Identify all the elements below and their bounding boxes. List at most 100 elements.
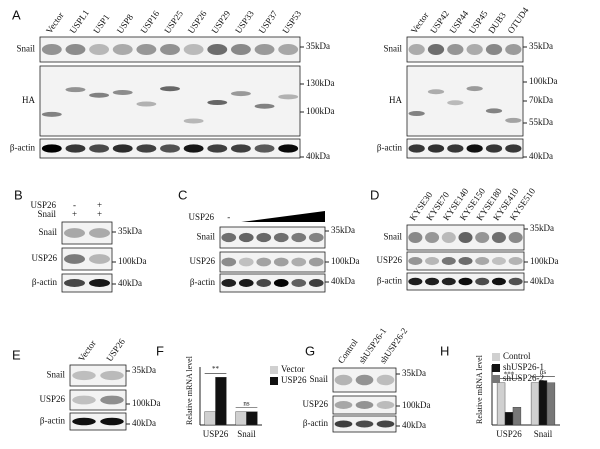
blot-frame [406,65,524,137]
band [183,118,204,124]
condition-name: Snail [37,209,56,219]
legend-label: Vector [281,364,305,374]
legend-swatch [270,366,278,374]
band [408,232,423,243]
band [160,86,180,92]
band [136,144,157,153]
marker-label: 35kDa [132,365,156,375]
significance-label: *** [504,370,515,378]
band [64,228,85,238]
band [447,144,464,153]
x-tick-label: USP26 [203,429,229,439]
marker-label: 40kDa [529,151,553,161]
band [408,144,425,153]
band [65,44,86,55]
lane-label: USPL1 [68,8,91,35]
marker-label: 100kDa [306,106,335,116]
marker-label: 35kDa [331,225,355,235]
band [64,279,85,287]
marker-label: 100kDa [529,76,558,86]
row-label: USP26 [302,399,328,409]
row-label: USP26 [31,253,57,263]
band [376,374,395,386]
band [254,144,275,153]
band [221,257,237,267]
row-label: Snail [383,44,402,54]
panel-label: A [12,7,21,22]
legend-swatch [492,353,500,361]
blot-frame [69,412,127,431]
band [466,86,483,92]
lane-label: Control [336,337,360,366]
band [447,100,464,106]
bar [546,382,556,426]
condition-mark: + [97,200,102,210]
band [425,232,440,243]
marker-label: 100kDa [402,400,431,410]
marker-label: 40kDa [402,420,426,430]
marker-label: 35kDa [118,226,142,236]
panel-label: G [305,343,315,358]
lane-label: USP53 [280,8,303,35]
lane-label: OTUD4 [505,5,530,35]
band [505,117,522,123]
bar [538,380,548,426]
band [41,144,62,153]
band [207,144,228,153]
band [408,44,425,55]
band [256,232,272,243]
band [160,144,180,153]
condition-name: USP26 [30,200,56,210]
condition-name: USP26 [188,212,214,222]
condition-mark: + [97,209,102,219]
band [408,111,425,117]
band [136,44,157,55]
row-label: USP26 [39,394,65,404]
row-label: HA [389,95,402,105]
significance-label: ns [243,399,250,407]
band [427,89,445,95]
band [100,395,124,405]
band [207,44,228,55]
row-label: USP26 [376,255,402,265]
marker-label: 35kDa [306,41,330,51]
row-label: USP26 [189,256,215,266]
lane-label: USP29 [209,8,232,35]
band [41,44,62,55]
band [485,108,503,114]
band [505,44,522,55]
band [355,401,374,409]
marker-label: 35kDa [529,41,553,51]
marker-label: 70kDa [529,95,553,105]
row-label: Snail [309,374,328,384]
blot-frame [61,273,113,293]
bar [235,411,247,426]
band [273,232,289,243]
blot-frame [406,138,524,159]
marker-label: 100kDa [530,256,559,266]
marker-label: 40kDa [530,276,554,286]
band [273,279,289,287]
blot-frame [332,367,397,393]
band [160,44,180,55]
panel-label: B [14,187,23,202]
marker-label: 35kDa [530,223,554,233]
blot-frame [69,364,127,387]
row-label: β-actin [40,416,66,426]
bar [512,407,522,426]
lane-label: Vector [409,10,431,35]
blot-frame [332,395,397,415]
row-label: β-actin [377,143,403,153]
band [273,257,289,267]
lane-label: USP26 [104,336,127,363]
bar [204,411,216,426]
row-label: Snail [38,227,57,237]
marker-label: 40kDa [132,418,156,428]
band [485,144,503,153]
bar [504,412,514,426]
lane-label: USP26 [186,8,209,35]
band [89,228,110,238]
blot-frame [61,247,113,271]
band [112,90,133,96]
